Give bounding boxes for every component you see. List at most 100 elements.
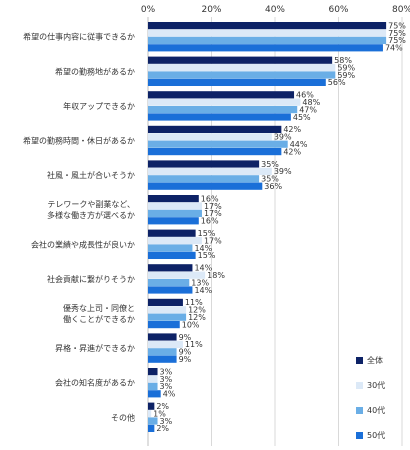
value-label: 9% — [179, 348, 192, 357]
bar — [148, 217, 199, 225]
legend-swatch — [356, 382, 363, 389]
bar — [148, 106, 298, 114]
legend-label: 40代 — [367, 405, 385, 415]
legend-swatch — [356, 357, 363, 364]
bar — [148, 36, 387, 44]
bar — [148, 340, 183, 348]
bar — [148, 71, 336, 79]
x-axis-ticks: 0% 20% 40% 60% 80% — [141, 5, 410, 15]
value-label: 14% — [194, 244, 212, 253]
bar — [148, 368, 158, 376]
x-tick-label: 80% — [392, 5, 410, 15]
bar — [148, 402, 155, 410]
value-label: 11% — [185, 340, 203, 349]
bar — [148, 348, 177, 356]
value-label: 16% — [201, 217, 219, 226]
bar — [148, 22, 387, 30]
bar — [148, 382, 158, 390]
bar — [148, 113, 291, 121]
x-tick-label: 0% — [141, 5, 156, 15]
value-label: 45% — [293, 113, 311, 122]
bar — [148, 333, 177, 341]
category-label: 会社の業績や成長性が良いか — [31, 239, 135, 249]
bar — [148, 167, 272, 175]
bar — [148, 140, 288, 148]
bar — [148, 229, 196, 237]
value-label: 35% — [261, 160, 279, 169]
value-label: 39% — [274, 167, 292, 176]
value-labels: 75%75%75%74%58%59%59%56%46%48%47%45%42%3… — [153, 21, 406, 433]
bar — [148, 298, 183, 306]
bar — [148, 410, 152, 418]
bar — [148, 64, 336, 72]
bar — [148, 244, 193, 252]
bar — [148, 286, 193, 294]
value-label: 42% — [283, 125, 301, 134]
bar — [148, 195, 199, 203]
bar — [148, 251, 196, 259]
value-label: 46% — [296, 91, 314, 100]
bar — [148, 29, 387, 37]
bar — [148, 306, 187, 314]
bars — [148, 22, 387, 432]
bar — [148, 264, 193, 272]
bar — [148, 202, 202, 210]
category-label: 多様な働き方が選べるか — [47, 210, 135, 220]
legend-label: 50代 — [367, 430, 385, 440]
bar — [148, 133, 272, 141]
value-label: 2% — [156, 402, 169, 411]
bar — [148, 78, 326, 86]
value-label: 18% — [207, 271, 225, 280]
value-label: 16% — [201, 194, 219, 203]
value-label: 3% — [160, 367, 173, 376]
category-label: 希望の仕事内容に従事できるか — [23, 32, 135, 42]
category-labels: 希望の仕事内容に従事できるか希望の勤務地があるか年収アップできるか希望の勤務時間… — [23, 32, 135, 423]
x-tick-label: 40% — [265, 5, 285, 15]
legend-label: 30代 — [367, 380, 385, 390]
bar — [148, 125, 282, 133]
bar — [148, 91, 295, 99]
value-label: 9% — [179, 333, 192, 342]
value-label: 17% — [204, 209, 222, 218]
value-label: 15% — [198, 251, 216, 260]
category-label: 社会貢献に繋がりそうか — [47, 274, 135, 284]
value-label: 75% — [388, 29, 406, 38]
value-label: 47% — [299, 105, 317, 114]
value-label: 12% — [188, 306, 206, 315]
bar — [148, 417, 158, 425]
bar — [148, 98, 301, 106]
value-label: 56% — [328, 78, 346, 87]
value-label: 14% — [194, 286, 212, 295]
legend-label: 全体 — [367, 355, 383, 365]
bar — [148, 148, 282, 156]
category-label: 希望の勤務地があるか — [55, 66, 135, 76]
legend: 全体 30代 40代 50代 — [356, 355, 385, 440]
value-label: 75% — [388, 21, 406, 30]
value-label: 11% — [185, 298, 203, 307]
value-label: 74% — [385, 44, 403, 53]
x-tick-label: 60% — [328, 5, 348, 15]
value-label: 42% — [283, 147, 301, 156]
category-label: 社風・風土が合いそうか — [47, 170, 135, 180]
bar — [148, 375, 158, 383]
value-label: 10% — [182, 320, 200, 329]
value-label: 12% — [188, 313, 206, 322]
value-label: 2% — [156, 424, 169, 433]
bar — [148, 175, 260, 183]
value-label: 48% — [302, 98, 320, 107]
x-tick-label: 20% — [201, 5, 221, 15]
bar — [148, 390, 161, 398]
category-label: 働くことができるか — [63, 314, 135, 324]
bar — [148, 321, 180, 329]
legend-swatch — [356, 407, 363, 414]
value-label: 3% — [160, 375, 173, 384]
value-label: 15% — [198, 229, 216, 238]
bar — [148, 209, 202, 217]
legend-swatch — [356, 432, 363, 439]
value-label: 44% — [290, 140, 308, 149]
bar — [148, 355, 177, 363]
value-label: 59% — [337, 71, 355, 80]
category-label: 年収アップできるか — [63, 101, 135, 111]
value-label: 9% — [179, 355, 192, 364]
